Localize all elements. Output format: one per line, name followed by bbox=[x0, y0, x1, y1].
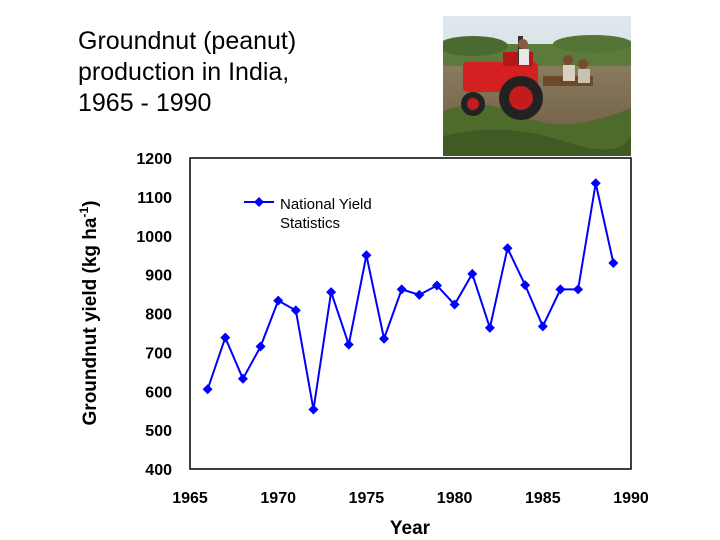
x-tick-label: 1990 bbox=[613, 490, 649, 507]
data-point bbox=[484, 322, 495, 333]
legend-label-line-1: National Yield bbox=[280, 196, 372, 213]
title-line-1: Groundnut (peanut) bbox=[78, 27, 297, 55]
x-tick-label: 1975 bbox=[349, 490, 385, 507]
chart-title: Groundnut (peanut) production in India, … bbox=[78, 26, 296, 119]
tractor-photo bbox=[443, 16, 631, 156]
y-tick-label: 800 bbox=[145, 307, 172, 324]
data-point bbox=[202, 384, 213, 395]
y-tick-label: 400 bbox=[145, 462, 172, 479]
data-point bbox=[431, 280, 442, 291]
x-tick-label: 1980 bbox=[437, 490, 473, 507]
y-axis-label-main: Groundnut yield (kg ha bbox=[80, 217, 101, 425]
y-tick-label: 1100 bbox=[137, 190, 172, 207]
y-axis-label-end: ) bbox=[80, 201, 101, 207]
data-point bbox=[290, 305, 301, 316]
data-point bbox=[308, 404, 319, 415]
x-tick-label: 1970 bbox=[260, 490, 296, 507]
y-axis-label-sup: -1 bbox=[77, 207, 91, 218]
legend-label-line-2: Statistics bbox=[280, 215, 340, 232]
legend-marker bbox=[254, 197, 264, 207]
series-line bbox=[206, 183, 615, 410]
data-point bbox=[467, 268, 478, 279]
y-tick-label: 1000 bbox=[136, 229, 172, 246]
y-axis-label: Groundnut yield (kg ha-1) bbox=[77, 201, 101, 426]
y-tick-label: 900 bbox=[145, 268, 172, 285]
data-point bbox=[237, 373, 248, 384]
data-point bbox=[449, 299, 460, 310]
data-point bbox=[520, 280, 531, 291]
data-point bbox=[326, 287, 337, 298]
data-point bbox=[537, 321, 548, 332]
y-tick-label: 1200 bbox=[136, 151, 172, 168]
data-point bbox=[414, 289, 425, 300]
data-point bbox=[220, 332, 231, 343]
data-point bbox=[573, 284, 584, 295]
data-point bbox=[555, 284, 566, 295]
data-point bbox=[273, 295, 284, 306]
y-tick-label: 600 bbox=[145, 384, 172, 401]
y-tick-labels: 400 500 600 700 800 900 1000 1100 1200 bbox=[136, 151, 172, 479]
data-point bbox=[608, 257, 619, 268]
y-tick-label: 700 bbox=[145, 345, 172, 362]
title-line-2: production in India, bbox=[78, 58, 290, 86]
x-tick-label: 1985 bbox=[525, 490, 561, 507]
data-point bbox=[255, 341, 266, 352]
plot-area bbox=[189, 157, 632, 470]
data-point bbox=[361, 250, 372, 261]
data-point bbox=[502, 243, 513, 254]
y-tick-label: 500 bbox=[145, 423, 172, 440]
data-point bbox=[590, 178, 601, 189]
legend: National Yield Statistics bbox=[244, 196, 372, 232]
series-national-yield bbox=[202, 178, 619, 415]
x-tick-label: 1965 bbox=[172, 490, 208, 507]
x-axis-label: Year bbox=[390, 518, 431, 539]
data-point bbox=[343, 339, 354, 350]
title-line-3: 1965 - 1990 bbox=[78, 89, 212, 117]
x-tick-labels: 1965 1970 1975 1980 1985 1990 bbox=[172, 490, 649, 507]
data-point bbox=[396, 284, 407, 295]
data-point bbox=[379, 333, 390, 344]
